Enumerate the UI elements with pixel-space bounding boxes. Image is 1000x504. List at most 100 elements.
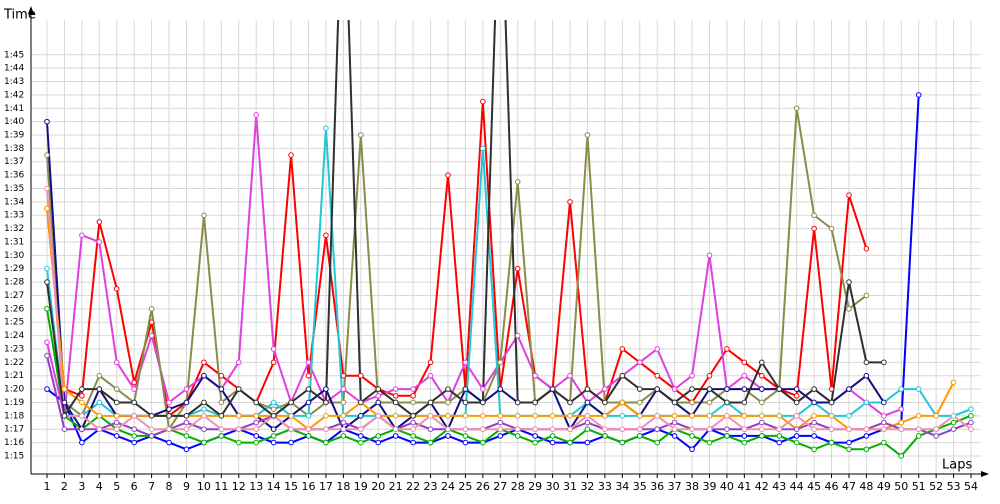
lap-marker (270, 433, 277, 439)
x-tick-label: 37 (668, 480, 682, 493)
x-tick-label: 13 (249, 480, 263, 493)
lap-marker (602, 433, 608, 439)
lap-marker (131, 426, 137, 433)
lap-marker (427, 372, 434, 379)
x-tick-label: 28 (511, 480, 525, 493)
lap-marker (881, 426, 887, 433)
lap-marker (619, 413, 626, 419)
lap-marker (183, 419, 190, 426)
lap-marker (968, 419, 974, 426)
lap-marker (584, 399, 591, 406)
lap-marker (79, 232, 85, 239)
lap-marker (201, 212, 207, 219)
series-line (46, 308, 972, 458)
lap-marker (671, 426, 678, 433)
lap-marker (497, 386, 504, 392)
lap-marker (253, 413, 260, 419)
lap-marker (480, 98, 486, 105)
lap-marker (392, 433, 399, 439)
lap-marker (358, 426, 364, 433)
lap-marker (323, 125, 329, 132)
lap-marker (863, 446, 870, 453)
lap-marker (218, 413, 225, 419)
lap-marker (811, 419, 817, 426)
lap-marker (828, 386, 835, 392)
lap-marker (741, 426, 748, 433)
lap-marker (497, 426, 504, 433)
lap-marker (96, 239, 103, 245)
lap-marker (863, 359, 870, 366)
lap-marker (148, 332, 155, 339)
lap-marker (793, 386, 800, 392)
y-tick-label: 1:25 (4, 318, 24, 328)
lap-marker (201, 359, 207, 366)
lap-marker (846, 439, 852, 446)
lap-marker (462, 413, 469, 419)
lap-marker (148, 306, 155, 312)
lap-marker (689, 372, 695, 379)
lap-marker (410, 399, 416, 406)
lap-marker (201, 399, 207, 406)
lap-marker (148, 319, 155, 326)
lap-marker (183, 399, 190, 406)
lap-marker (445, 426, 451, 433)
lap-marker (79, 386, 85, 392)
lap-marker (201, 439, 207, 446)
x-tick-label: 17 (319, 480, 333, 493)
lap-marker (532, 426, 538, 433)
lap-marker (183, 446, 190, 453)
lap-marker (340, 433, 347, 439)
y-tick-label: 1:31 (4, 237, 24, 247)
lap-marker (811, 212, 817, 219)
x-tick-label: 51 (912, 480, 926, 493)
lap-marker (706, 386, 713, 392)
lap-marker (654, 346, 660, 352)
lap-marker (881, 439, 887, 446)
lap-marker (689, 386, 695, 392)
lap-marker (358, 399, 364, 406)
lap-marker (358, 439, 364, 446)
lap-marker (776, 433, 783, 439)
lap-marker (846, 426, 852, 433)
lap-marker (113, 399, 120, 406)
lap-marker (898, 426, 905, 433)
lap-marker (340, 372, 347, 379)
lap-marker (793, 426, 800, 433)
lap-marker (584, 386, 591, 392)
y-tick-label: 1:24 (4, 331, 24, 341)
lap-marker (497, 413, 504, 419)
lap-marker (724, 386, 730, 392)
lap-marker (776, 413, 783, 419)
x-tick-label: 44 (790, 480, 804, 493)
x-tick-label: 34 (615, 480, 629, 493)
lap-marker (462, 399, 469, 406)
lap-marker (828, 225, 835, 232)
x-tick-label: 38 (685, 480, 699, 493)
lap-marker (218, 433, 225, 439)
x-tick-label: 18 (336, 480, 350, 493)
lap-marker (514, 433, 521, 439)
lap-marker (288, 152, 294, 158)
x-tick-label: 20 (371, 480, 385, 493)
x-tick-label: 41 (737, 480, 751, 493)
lap-marker (445, 399, 451, 406)
lap-marker (497, 359, 504, 366)
lap-marker (44, 152, 50, 158)
x-axis-arrow (981, 471, 989, 477)
lap-marker (410, 419, 416, 426)
lap-marker (933, 433, 939, 439)
lap-marker (462, 439, 469, 446)
lap-marker (741, 386, 748, 392)
lap-marker (166, 406, 172, 412)
y-tick-label: 1:26 (4, 304, 24, 314)
y-tick-label: 1:23 (4, 344, 24, 354)
lap-marker (619, 372, 626, 379)
lap-marker (724, 433, 730, 439)
lap-marker (131, 413, 137, 419)
lap-marker (584, 419, 591, 426)
lap-marker (323, 399, 329, 406)
lap-marker (706, 252, 713, 259)
lap-marker (968, 426, 974, 433)
lap-marker (480, 413, 486, 419)
